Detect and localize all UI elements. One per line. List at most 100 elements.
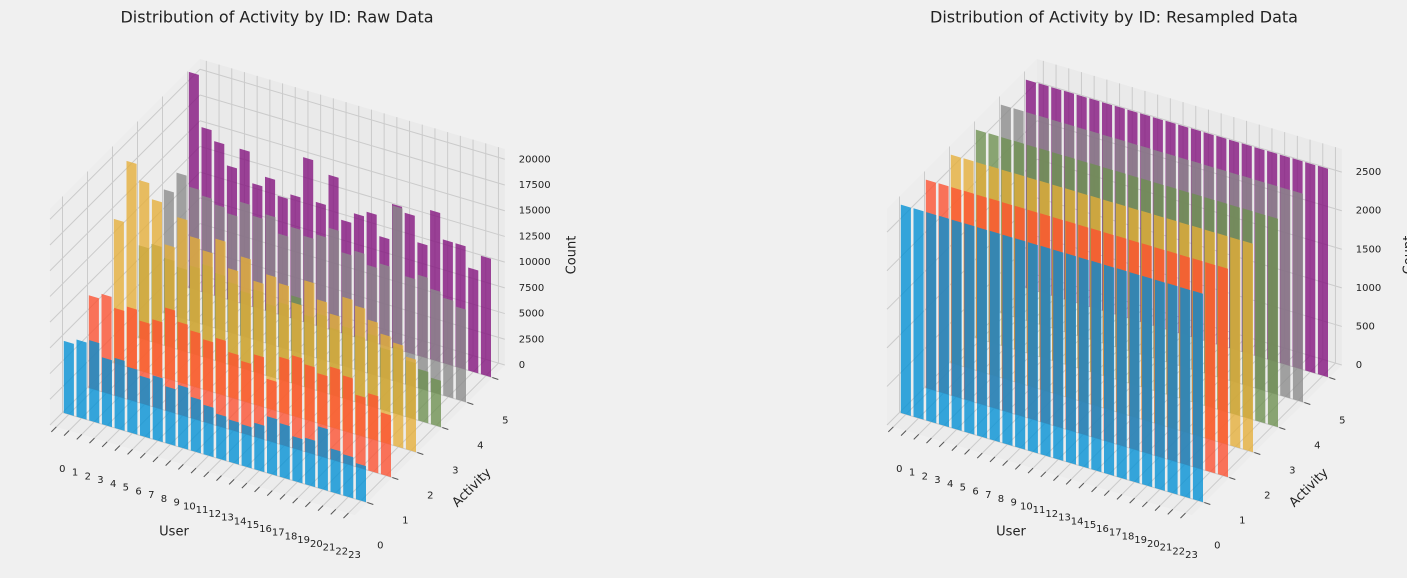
bar bbox=[228, 352, 239, 433]
tick-mark bbox=[292, 497, 299, 504]
grid-line bbox=[924, 387, 1230, 478]
grid-line bbox=[886, 158, 1038, 310]
tick-mark bbox=[63, 430, 70, 436]
tick-mark bbox=[938, 441, 945, 448]
grid-line bbox=[886, 120, 1038, 272]
bar bbox=[330, 448, 341, 495]
grid-line bbox=[49, 197, 201, 349]
bar bbox=[267, 416, 278, 476]
x-tick-label: 21 bbox=[323, 543, 336, 554]
x-tick-label: 3 bbox=[934, 475, 940, 486]
bar bbox=[1129, 272, 1140, 484]
bar bbox=[76, 339, 87, 420]
tick-mark bbox=[1014, 464, 1021, 470]
bar bbox=[1205, 262, 1216, 474]
tick-mark bbox=[367, 502, 374, 505]
grid-line bbox=[49, 248, 201, 400]
x-tick-label: 17 bbox=[1109, 528, 1122, 539]
y-tick-label: 0 bbox=[377, 541, 383, 552]
tick-mark bbox=[1129, 497, 1136, 504]
bar bbox=[1242, 240, 1253, 453]
x-tick-label: 0 bbox=[896, 464, 902, 475]
bar bbox=[392, 205, 403, 384]
x-tick-label: 8 bbox=[161, 494, 167, 505]
x-tick-label: 16 bbox=[1096, 524, 1109, 535]
x-tick-label: 11 bbox=[1033, 505, 1046, 516]
z-tick-label: 15000 bbox=[519, 206, 551, 217]
x-tick-label: 19 bbox=[297, 535, 310, 546]
grid-line bbox=[899, 412, 1205, 503]
y-tick-label: 4 bbox=[1314, 441, 1320, 452]
x-tick-label: 5 bbox=[123, 483, 129, 494]
bar bbox=[304, 364, 315, 455]
x-tick-label: 21 bbox=[1160, 543, 1173, 554]
x-tick-label: 7 bbox=[148, 490, 154, 501]
bar bbox=[190, 396, 201, 454]
x-tick-label: 6 bbox=[135, 486, 141, 497]
tick-mark bbox=[343, 512, 349, 519]
bar bbox=[63, 340, 74, 416]
y-tick-label: 3 bbox=[452, 466, 458, 477]
bar bbox=[343, 454, 354, 499]
x-tick-label: 14 bbox=[1071, 516, 1084, 527]
z-tick-label: 0 bbox=[1356, 360, 1362, 371]
tick-mark bbox=[254, 486, 260, 493]
tick-mark bbox=[900, 430, 907, 436]
grid-line bbox=[886, 81, 1038, 233]
bar bbox=[989, 230, 1000, 443]
bar bbox=[926, 212, 937, 424]
grid-line bbox=[199, 223, 505, 315]
bar bbox=[1180, 287, 1191, 499]
bar bbox=[1053, 249, 1064, 461]
grid-line bbox=[974, 337, 1280, 428]
tick-mark bbox=[1053, 475, 1059, 481]
grid-line bbox=[112, 362, 418, 453]
x-tick-label: 6 bbox=[972, 486, 978, 497]
bar bbox=[1065, 253, 1076, 465]
bar bbox=[165, 386, 176, 446]
tick-mark bbox=[304, 501, 311, 508]
x-tick-label: 12 bbox=[208, 509, 221, 520]
bar bbox=[89, 340, 100, 424]
grid-line bbox=[348, 362, 499, 514]
z-axis-label: Count bbox=[565, 236, 580, 275]
tick-mark bbox=[976, 452, 983, 459]
x-tick-label: 3 bbox=[97, 475, 103, 486]
tick-mark bbox=[50, 426, 57, 433]
x-tick-label: 23 bbox=[1185, 550, 1198, 561]
tick-mark bbox=[1027, 467, 1034, 474]
y-tick-label: 5 bbox=[1339, 416, 1345, 427]
bar bbox=[305, 437, 316, 488]
bar bbox=[1104, 264, 1115, 476]
bar bbox=[455, 306, 466, 403]
x-tick-label: 22 bbox=[1172, 546, 1185, 557]
tick-mark bbox=[1154, 505, 1161, 511]
z-tick-label: 5000 bbox=[519, 309, 544, 320]
z-tick-label: 7500 bbox=[519, 283, 544, 294]
tick-mark bbox=[203, 471, 210, 478]
grid-line bbox=[1036, 158, 1342, 250]
y-tick-label: 1 bbox=[402, 516, 408, 527]
grid-line bbox=[187, 287, 493, 378]
bar bbox=[938, 215, 949, 428]
bar bbox=[1040, 245, 1051, 458]
floor-pane bbox=[887, 275, 1342, 515]
bar bbox=[1292, 190, 1303, 403]
tick-mark bbox=[266, 490, 273, 496]
tick-mark bbox=[1002, 460, 1009, 466]
tick-mark bbox=[330, 509, 337, 515]
tick-mark bbox=[913, 434, 920, 440]
x-tick-label: 1 bbox=[72, 468, 78, 479]
y-tick-label: 2 bbox=[1264, 491, 1270, 502]
grid-line bbox=[199, 145, 505, 237]
x-tick-label: 15 bbox=[246, 520, 259, 531]
tick-mark bbox=[152, 456, 159, 463]
grid-line bbox=[49, 120, 201, 272]
bar bbox=[468, 267, 479, 374]
grid-line bbox=[87, 387, 393, 478]
bar bbox=[355, 394, 366, 470]
bar bbox=[165, 307, 176, 414]
grid-line bbox=[1185, 362, 1336, 514]
tick-mark bbox=[1229, 477, 1236, 480]
